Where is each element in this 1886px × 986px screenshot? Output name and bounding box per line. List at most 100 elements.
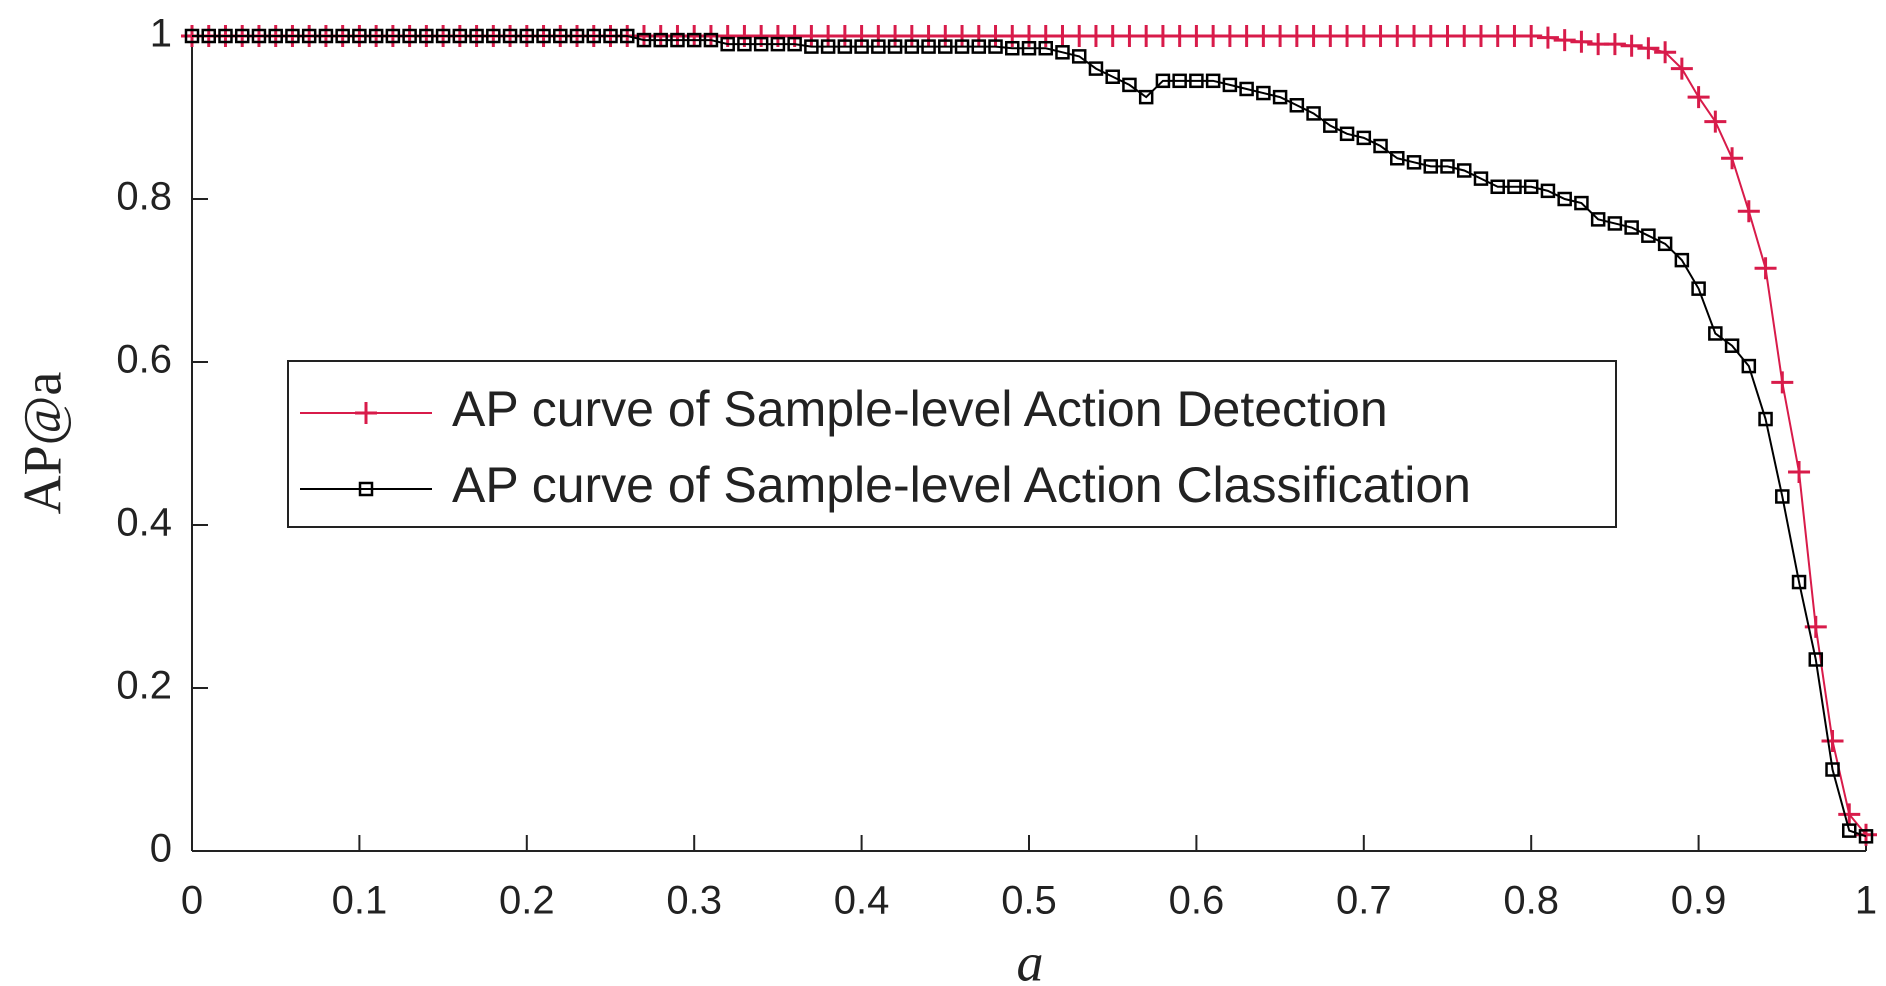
data-point <box>435 28 451 44</box>
y-tick-label: 1 <box>150 12 172 56</box>
data-point <box>686 32 702 48</box>
data-point <box>352 28 367 44</box>
data-point <box>1620 34 1643 57</box>
data-point <box>1842 823 1857 838</box>
data-point <box>1356 130 1372 146</box>
data-point <box>402 28 417 44</box>
data-point <box>469 28 484 44</box>
data-point <box>1808 652 1824 667</box>
data-point <box>1553 29 1576 52</box>
data-point <box>201 28 216 44</box>
data-point <box>301 28 317 44</box>
data-point <box>971 39 987 54</box>
data-point <box>1624 220 1639 235</box>
data-point <box>586 28 602 44</box>
data-point <box>1721 147 1744 170</box>
data-point <box>887 39 903 54</box>
data-point <box>335 28 350 44</box>
data-point <box>553 28 568 44</box>
data-point <box>251 28 267 44</box>
data-point <box>1788 461 1811 484</box>
data-point <box>1071 49 1087 64</box>
data-point <box>753 36 769 52</box>
x-tick-label: 0.1 <box>332 879 388 923</box>
data-point <box>1607 216 1623 231</box>
x-tick-label: 1 <box>1855 879 1877 923</box>
data-point <box>1005 40 1020 56</box>
data-point <box>1021 40 1037 56</box>
x-axis-label: a <box>1017 932 1044 986</box>
data-point <box>770 36 786 52</box>
data-point <box>1590 212 1606 227</box>
data-point <box>1821 729 1844 752</box>
x-tick-label: 0.6 <box>1169 879 1225 923</box>
data-point <box>1456 163 1472 178</box>
data-point <box>218 28 233 44</box>
data-point <box>871 39 886 54</box>
data-point <box>1490 179 1505 195</box>
data-point <box>1657 236 1673 252</box>
data-point <box>904 39 920 54</box>
data-point <box>1239 81 1254 97</box>
data-point <box>1687 86 1710 109</box>
data-point <box>670 32 685 48</box>
legend <box>287 360 1617 528</box>
data-point <box>1838 803 1861 826</box>
data-point <box>1674 252 1690 268</box>
data-point <box>502 28 518 44</box>
data-point <box>1373 138 1388 154</box>
data-point <box>1670 57 1693 80</box>
data-point <box>1339 126 1355 142</box>
data-point <box>234 28 250 44</box>
data-point <box>603 28 618 44</box>
x-tick-label: 0.2 <box>499 879 555 923</box>
data-point <box>1603 33 1626 56</box>
data-point <box>1540 183 1556 199</box>
x-tick-label: 0.3 <box>666 879 722 923</box>
data-point <box>1771 371 1794 394</box>
x-tick-label: 0.8 <box>1503 879 1559 923</box>
data-point <box>536 28 551 44</box>
data-point <box>1205 73 1221 89</box>
data-point <box>1775 489 1790 504</box>
data-point <box>1189 73 1204 89</box>
data-point <box>1507 179 1522 195</box>
data-point <box>1272 89 1288 105</box>
data-point <box>1440 159 1455 174</box>
data-point <box>787 36 802 52</box>
data-point <box>1825 762 1840 777</box>
y-axis-label: AP@a <box>12 372 72 515</box>
data-point <box>419 28 434 44</box>
data-point <box>1523 179 1539 195</box>
data-point <box>1570 30 1593 53</box>
data-point <box>954 39 970 54</box>
data-point <box>1323 118 1338 133</box>
legend-label: AP curve of Sample-level Action Detectio… <box>452 381 1388 437</box>
x-tick-label: 0.7 <box>1336 879 1392 923</box>
data-point <box>368 28 384 44</box>
data-point <box>1557 191 1572 207</box>
data-point <box>1088 61 1104 76</box>
y-tick-label: 0 <box>150 827 172 871</box>
data-point <box>1708 326 1723 341</box>
data-point <box>1473 171 1489 186</box>
data-point <box>1641 228 1656 243</box>
data-point <box>619 28 635 44</box>
data-point <box>804 39 819 54</box>
data-point <box>486 28 501 44</box>
data-point <box>1390 151 1405 166</box>
data-point <box>1038 40 1053 56</box>
data-point <box>1691 281 1706 296</box>
x-tick-label: 0.4 <box>834 879 890 923</box>
x-tick-label: 0.5 <box>1001 879 1057 923</box>
data-point <box>1737 200 1760 223</box>
y-tick-label: 0.6 <box>116 338 172 382</box>
data-point <box>737 36 752 52</box>
data-point <box>1138 89 1154 105</box>
data-point <box>837 39 853 54</box>
y-tick-label: 0.4 <box>116 501 172 545</box>
data-point <box>184 28 200 44</box>
data-point <box>1704 110 1727 133</box>
data-point <box>519 28 535 44</box>
